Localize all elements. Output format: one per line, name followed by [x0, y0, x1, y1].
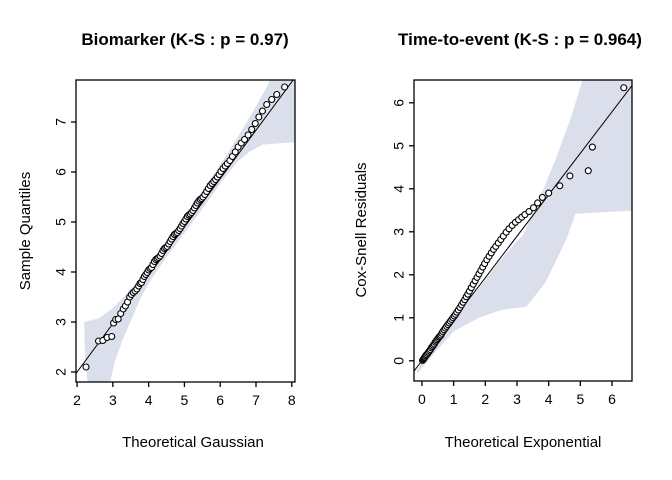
y-axis: 0 1 2 3 4 5 6 [391, 99, 414, 365]
biomarker-title: Biomarker (K-S : p = 0.97) [81, 30, 288, 49]
y-tick-label: 3 [53, 318, 69, 326]
y-axis: 2 3 4 5 6 7 [53, 118, 76, 376]
x-tick-label: 3 [513, 391, 521, 407]
y-tick-label: 0 [391, 357, 407, 365]
x-tick-label: 3 [109, 392, 117, 408]
data-point [255, 113, 263, 121]
x-tick-label: 8 [288, 392, 296, 408]
plot-box-border [413, 79, 633, 382]
x-tick-label: 6 [216, 392, 224, 408]
panel-biomarker: 2 3 4 5 6 7 8 2 3 4 5 6 7 Biomarker (K-S : p = 0.97)… [17, 30, 296, 451]
y-tick-label: 4 [53, 268, 69, 276]
x-tick-label: 1 [450, 391, 458, 407]
x-tick-label: 4 [545, 391, 553, 407]
data-point [268, 95, 276, 104]
data-point [251, 119, 259, 128]
plot-box-border [75, 79, 296, 383]
x-tick-label: 2 [481, 391, 489, 407]
biomarker-x-axis-title: Theoretical Gaussian [122, 434, 264, 451]
data-point [82, 363, 90, 371]
data-point [538, 193, 546, 201]
data-point [620, 84, 628, 92]
y-tick-label: 2 [53, 368, 69, 376]
x-tick-label: 5 [181, 392, 189, 408]
y-tick-label: 1 [391, 314, 407, 322]
time-to-event-chart-area: 0 1 2 3 4 5 6 0 1 2 3 4 5 6 [391, 79, 633, 407]
data-point [263, 100, 271, 109]
time-to-event-title: Time-to-event (K-S : p = 0.964) [398, 30, 642, 49]
biomarker-y-axis-title: Sample Quantiles [17, 172, 34, 290]
data-points [82, 83, 289, 371]
x-axis: 2 3 4 5 6 7 8 [73, 382, 296, 408]
x-tick-label: 2 [73, 392, 81, 408]
x-axis: 0 1 2 3 4 5 6 [418, 381, 616, 407]
data-point [240, 135, 249, 144]
data-point [273, 90, 281, 99]
biomarker-chart-area: 2 3 4 5 6 7 8 2 3 4 5 6 7 [53, 79, 296, 408]
y-tick-label: 2 [391, 271, 407, 279]
data-point [545, 189, 553, 197]
data-point [244, 131, 252, 139]
panel-time-to-event: 0 1 2 3 4 5 6 0 1 2 3 4 5 6 Time-to-event (K-S : p = … [353, 30, 642, 451]
data-point [566, 172, 574, 180]
data-point [556, 182, 564, 190]
y-tick-label: 6 [391, 99, 407, 107]
x-tick-label: 0 [418, 391, 426, 407]
x-tick-label: 4 [145, 392, 153, 408]
y-tick-label: 3 [391, 228, 407, 236]
y-tick-label: 5 [391, 142, 407, 150]
data-point [281, 83, 289, 91]
plot-region [76, 80, 295, 382]
time-to-event-x-axis-title: Theoretical Exponential [445, 434, 602, 451]
data-point [248, 125, 256, 134]
time-to-event-y-axis-title: Cox-Snell Residuals [353, 162, 370, 297]
y-tick-label: 7 [53, 118, 69, 126]
data-point [525, 208, 533, 216]
confidence-band [417, 80, 632, 374]
data-point [534, 199, 542, 207]
x-tick-label: 5 [576, 391, 584, 407]
data-point [258, 107, 266, 115]
data-point [584, 167, 592, 175]
data-point [529, 204, 538, 212]
y-tick-label: 6 [53, 168, 69, 176]
y-tick-label: 5 [53, 218, 69, 226]
plot-region [414, 80, 632, 374]
x-tick-label: 7 [252, 392, 260, 408]
x-tick-label: 6 [608, 391, 616, 407]
y-tick-label: 4 [391, 185, 407, 193]
data-points [419, 84, 628, 364]
confidence-band [84, 80, 295, 382]
data-point [588, 143, 596, 151]
data-point [108, 332, 116, 341]
